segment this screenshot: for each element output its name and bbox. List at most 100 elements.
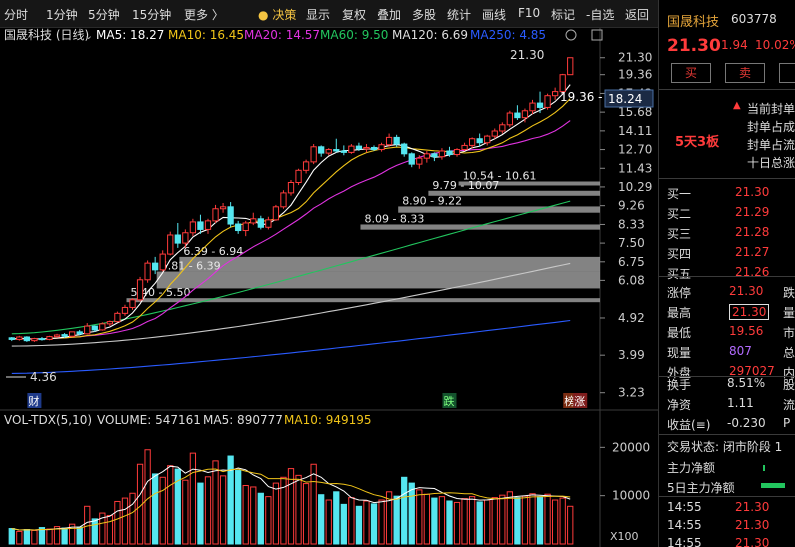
self-select-button[interactable]: -自选: [586, 8, 615, 22]
ma250-legend: MA250: 4.85: [470, 28, 546, 42]
candle-body: [302, 161, 310, 171]
volume-bar: [348, 497, 355, 545]
candle-body: [310, 146, 317, 163]
collapse-icon[interactable]: ⌄: [84, 29, 93, 42]
decision-button[interactable]: ● 决策: [258, 8, 297, 22]
divider: [659, 376, 795, 377]
stat-row-tail: 跌: [783, 286, 795, 300]
volume-bar: [385, 491, 393, 545]
volume-bar: [272, 482, 280, 545]
volume-bar: [408, 482, 415, 545]
candlesticks: [8, 57, 574, 342]
bid-row: 买三 21.28: [659, 224, 795, 243]
volume-ma-lines: [11, 465, 571, 531]
price-change: 1.94: [721, 38, 748, 52]
bid-row-label: 买二: [667, 207, 692, 221]
tick-price: 21.30: [735, 518, 770, 532]
volume-bar: [378, 499, 385, 545]
period-intraday-button[interactable]: 分时: [4, 8, 29, 22]
volume-bar: [559, 497, 566, 545]
overlay-button[interactable]: 叠加: [377, 8, 402, 22]
volume-ma5-line: [11, 465, 571, 531]
quote-panel: 国晟科技 603778 21.30 1.94 10.02% 买 卖 当前封单 ▲…: [658, 0, 795, 547]
volume-bar: [76, 526, 83, 545]
display-button[interactable]: 显示: [306, 8, 331, 22]
ma-settings-icon[interactable]: [565, 29, 577, 41]
stat-row-tail: 量: [783, 306, 795, 320]
candle-body: [333, 149, 340, 152]
back-button[interactable]: 返回: [625, 8, 650, 22]
info-line: 封单占成: [747, 120, 795, 134]
stat-row-value: 807: [729, 344, 752, 358]
volume-bar: [197, 482, 204, 545]
statistics-button[interactable]: 统计: [447, 8, 472, 22]
stat-row: 涨停 21.30 跌: [659, 283, 795, 302]
stat2-row-value: 1.11: [727, 396, 754, 410]
draw-line-button[interactable]: 画线: [482, 8, 507, 22]
ma20-line: [11, 120, 571, 340]
support-range-band: [360, 224, 600, 230]
candle-body: [340, 150, 347, 153]
candle-body: [363, 146, 370, 150]
candle-body: [76, 331, 83, 335]
candle-body: [53, 334, 61, 338]
stat-row: 最低 19.56 市: [659, 323, 795, 342]
tick-row: 14:55 21.30: [659, 517, 795, 536]
kline-chart[interactable]: 10.54 - 10.619.79 - 10.07 8.90 - 9.22 8.09…: [0, 28, 658, 547]
event-tag-box: [27, 393, 42, 408]
stat2-row-tail: P: [783, 416, 791, 430]
event-tag-label: 财: [28, 394, 39, 408]
net-inflow-5d-bar: [761, 483, 785, 488]
candle-body: [378, 144, 385, 151]
stock-name-label: 国晟科技 (日线): [4, 28, 89, 42]
volume-ma5-label: MA5: 890777: [203, 413, 283, 427]
ma5-legend: MA5: 18.27: [96, 28, 164, 42]
period-1min-button[interactable]: 1分钟: [46, 8, 78, 22]
volume-bar: [265, 496, 272, 545]
flag-icon: ▲: [733, 100, 741, 111]
tick-price: 21.30: [735, 500, 770, 514]
more-periods-button[interactable]: 更多 〉: [184, 8, 224, 22]
support-range-band: [156, 271, 600, 289]
more-trade-button[interactable]: [779, 63, 795, 83]
buy-button[interactable]: 买: [671, 63, 711, 83]
period-5min-button[interactable]: 5分钟: [88, 8, 120, 22]
volume-bar: [544, 493, 551, 545]
candle-body: [295, 169, 302, 184]
candle-body: [189, 221, 197, 234]
volume-bar: [461, 498, 468, 545]
volume-bar: [423, 493, 430, 545]
f10-button[interactable]: F10: [518, 6, 541, 20]
candle-body: [159, 253, 166, 271]
volume-tick-label: 20000: [612, 440, 650, 454]
candle-body: [521, 110, 529, 119]
candle-body: [453, 149, 461, 156]
ma120-line: [11, 262, 571, 347]
volume-bar: [333, 491, 340, 545]
volume-bar: [69, 523, 76, 545]
volume-bar: [91, 518, 98, 545]
volume-bar: [174, 468, 181, 545]
ma120-legend: MA120: 6.69: [392, 28, 468, 42]
candle-body: [23, 336, 31, 342]
candle-body: [31, 338, 38, 342]
support-range-band: [398, 206, 600, 213]
multi-stock-button[interactable]: 多股: [412, 8, 437, 22]
adjust-button[interactable]: 复权: [342, 8, 367, 22]
trade-status: 交易状态: 闭市阶段 1: [667, 440, 783, 454]
ma20-legend: MA20: 14.57: [244, 28, 320, 42]
candle-body: [61, 334, 68, 337]
stat2-row-label: 换手: [667, 378, 692, 392]
period-15min-button[interactable]: 15分钟: [132, 8, 172, 22]
event-tag-box: [442, 393, 457, 408]
price-tick-label: 15.68: [618, 105, 652, 119]
high-price-label: 21.30: [510, 48, 544, 62]
volume-bar: [219, 475, 227, 545]
sell-button[interactable]: 卖: [725, 63, 765, 83]
volume-bar: [340, 503, 347, 545]
price-tick-label: 10.29: [618, 180, 652, 194]
stat-row-tail: 总: [783, 346, 795, 360]
maximize-icon[interactable]: [591, 29, 603, 41]
mark-button[interactable]: 标记: [551, 8, 576, 22]
price-tick-label: 6.08: [618, 273, 645, 287]
